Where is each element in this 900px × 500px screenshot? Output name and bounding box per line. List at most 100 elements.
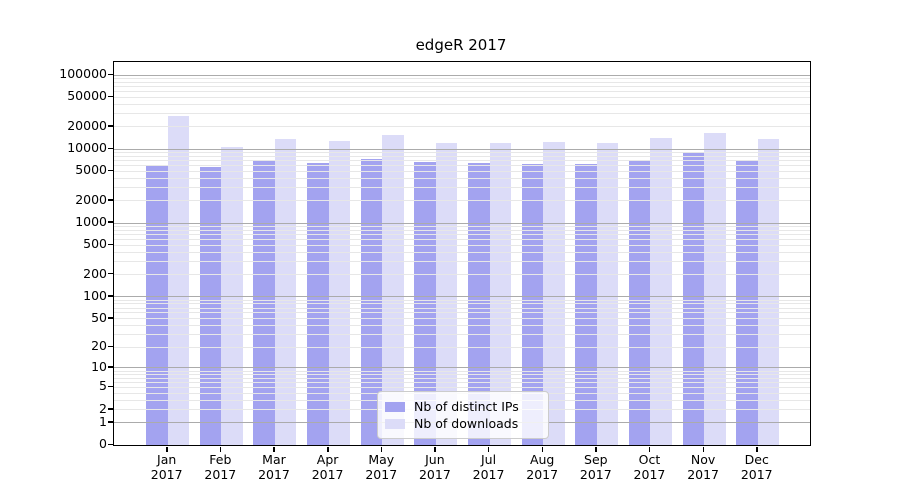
gridline-minor <box>114 229 810 231</box>
y-tick-label: 100 <box>83 287 107 303</box>
x-tick-mark <box>434 447 436 452</box>
y-tick-label: 10000 <box>67 140 107 156</box>
x-tick-label: Nov 2017 <box>687 452 719 482</box>
bar-downloads <box>167 115 190 445</box>
bar-distinct-ips <box>736 160 758 445</box>
bar-downloads <box>596 142 619 445</box>
gridline-minor <box>114 104 810 105</box>
bar-downloads <box>543 142 565 445</box>
y-tick-label: 10 <box>91 358 107 374</box>
gridline-minor <box>114 200 810 202</box>
y-tick-label: 200 <box>83 265 107 281</box>
gridline-minor <box>114 160 810 161</box>
gridline-minor <box>114 325 810 327</box>
gridline-minor <box>114 155 810 157</box>
x-tick-label: Apr 2017 <box>311 452 344 482</box>
y-tick-mark <box>108 443 113 445</box>
gridline-minor <box>114 113 810 115</box>
bar-distinct-ips <box>199 167 222 445</box>
gridline-minor <box>114 373 810 375</box>
chart-title: edgeR 2017 <box>415 36 507 54</box>
x-tick-mark <box>702 447 704 452</box>
legend-label: Nb of distinct IPs <box>414 399 519 414</box>
gridline-minor <box>114 251 810 253</box>
y-tick-label: 20000 <box>67 117 107 133</box>
gridline-minor <box>114 126 810 128</box>
gridline-minor <box>114 377 810 379</box>
bar-downloads <box>650 137 672 445</box>
gridline-minor <box>114 386 810 388</box>
y-tick-mark <box>108 221 113 223</box>
x-tick-label: Jun 2017 <box>418 452 451 482</box>
legend-swatch-downloads <box>385 418 405 429</box>
y-tick-mark <box>108 345 113 348</box>
bar-distinct-ips <box>682 152 705 445</box>
y-tick-label: 5 <box>99 378 107 394</box>
y-tick-mark <box>108 273 113 275</box>
gridline-minor <box>114 370 810 372</box>
x-tick-mark <box>219 447 222 452</box>
gridline-minor <box>114 307 810 309</box>
plot-area <box>113 61 811 446</box>
y-tick-mark <box>108 421 113 423</box>
bar-downloads <box>274 139 297 445</box>
y-tick-mark <box>108 295 113 297</box>
gridline-major <box>114 296 810 298</box>
x-tick-mark <box>327 447 329 452</box>
bar-downloads <box>221 146 243 445</box>
x-tick-mark <box>595 447 597 452</box>
gridline-major <box>114 222 810 224</box>
x-tick-label: May 2017 <box>365 452 398 482</box>
gridline-minor <box>114 151 810 153</box>
x-tick-mark <box>273 447 275 452</box>
gridline-minor <box>114 90 810 92</box>
gridline-minor <box>114 178 810 179</box>
x-tick-label: Feb 2017 <box>204 452 237 482</box>
x-tick-label: Oct 2017 <box>633 452 666 482</box>
gridline-minor <box>114 382 810 383</box>
gridline-minor <box>114 274 810 276</box>
x-tick-mark <box>166 447 168 452</box>
bar-distinct-ips <box>628 159 651 445</box>
y-tick-label: 500 <box>83 236 107 252</box>
gridline-minor <box>114 187 810 189</box>
legend-swatch-distinct-ips <box>385 401 405 412</box>
gridline-minor <box>114 312 810 314</box>
x-tick-label: Jul 2017 <box>472 452 505 482</box>
gridline-major <box>114 74 810 76</box>
x-tick-mark <box>380 447 383 452</box>
bar-downloads <box>489 142 512 445</box>
y-tick-label: 20 <box>91 338 107 354</box>
bar-distinct-ips <box>575 163 597 445</box>
y-tick-label: 1 <box>99 413 107 429</box>
legend-item: Nb of distinct IPs <box>385 398 540 415</box>
y-tick-label: 0 <box>99 436 107 451</box>
y-tick-mark <box>108 169 113 172</box>
y-tick-mark <box>108 366 113 368</box>
y-tick-label: 2000 <box>75 191 107 207</box>
y-tick-mark <box>108 125 113 127</box>
legend-label: Nb of downloads <box>414 416 519 431</box>
x-tick-label: Jan 2017 <box>150 452 183 482</box>
y-tick-label: 1000 <box>75 213 107 229</box>
x-tick-mark <box>648 447 651 452</box>
x-tick-label: Aug 2017 <box>526 452 559 482</box>
bar-downloads <box>435 142 458 445</box>
gridline-minor <box>114 164 810 166</box>
y-tick-mark <box>108 243 113 246</box>
y-tick-mark <box>108 95 113 98</box>
gridline-minor <box>114 299 810 301</box>
x-tick-label: Mar 2017 <box>258 452 290 482</box>
gridline-minor <box>114 86 810 87</box>
x-tick-mark <box>756 447 758 452</box>
y-tick-mark <box>108 199 113 201</box>
gridline-major <box>114 367 810 369</box>
bar-distinct-ips <box>146 164 168 445</box>
gridline-major <box>114 148 810 150</box>
gridline-minor <box>114 261 810 263</box>
y-tick-label: 5000 <box>75 162 107 178</box>
y-tick-label: 2 <box>99 400 107 416</box>
gridline-minor <box>114 81 810 83</box>
legend: Nb of distinct IPs Nb of downloads <box>377 391 549 439</box>
